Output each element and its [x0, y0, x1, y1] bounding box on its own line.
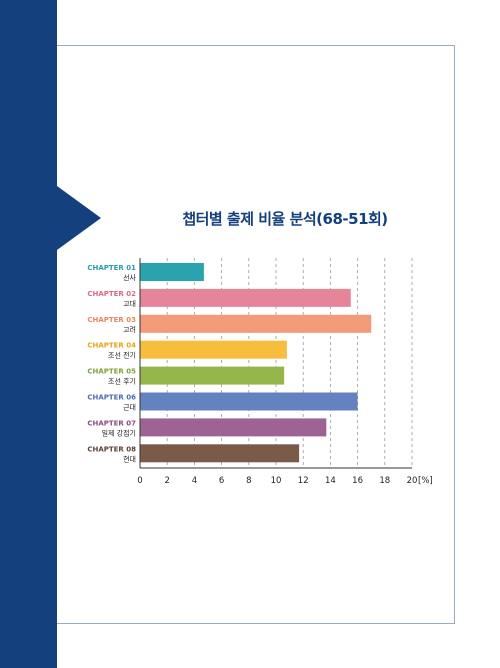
era-label: 고대	[123, 300, 136, 308]
x-tick-label: 20	[407, 476, 418, 486]
bar-1	[140, 263, 204, 281]
x-tick-label: 4	[192, 476, 197, 486]
chapter-label: CHAPTER 05	[87, 368, 136, 376]
era-label: 근대	[123, 404, 136, 412]
frame-border-top	[57, 45, 455, 46]
chapter-label: CHAPTER 06	[87, 394, 136, 402]
era-label: 조선 전기	[108, 351, 136, 360]
era-label: 선사	[123, 273, 136, 282]
era-label: 고려	[123, 325, 136, 334]
x-tick-label: 12	[298, 476, 309, 486]
x-tick-label: 18	[379, 476, 390, 486]
chapter-label: CHAPTER 03	[87, 316, 136, 324]
era-label: 조선 후기	[108, 377, 136, 386]
x-tick-label: 2	[164, 476, 169, 486]
x-tick-label: 16	[352, 476, 363, 486]
x-tick-label: 10	[271, 476, 282, 486]
era-label: 현대	[123, 455, 136, 463]
chapter-label: CHAPTER 07	[87, 419, 136, 427]
frame-border-right	[454, 45, 455, 624]
era-label: 일제 강점기	[102, 428, 136, 437]
chapter-label: CHAPTER 04	[87, 342, 136, 350]
bar-6	[140, 392, 358, 411]
bar-7	[140, 418, 327, 437]
bar-4	[140, 340, 287, 359]
x-tick-label: 8	[246, 476, 251, 486]
chapter-label: CHAPTER 08	[87, 445, 136, 453]
x-tick-label: 6	[219, 476, 224, 486]
side-band	[0, 0, 57, 668]
x-tick-label: 14	[325, 476, 336, 486]
side-notch-marker	[57, 186, 101, 250]
chapter-label: CHAPTER 01	[87, 264, 136, 272]
bar-8	[140, 444, 300, 463]
x-tick-label: 0	[137, 476, 142, 486]
bar-3	[140, 314, 372, 333]
frame-border-bottom	[57, 623, 455, 624]
x-unit-label: [%]	[418, 476, 433, 486]
chapter-label: CHAPTER 02	[87, 290, 136, 298]
bar-2	[140, 288, 351, 307]
chart-title: 챕터별 출제 비율 분석(68-51회)	[182, 210, 388, 228]
bar-5	[140, 366, 285, 385]
